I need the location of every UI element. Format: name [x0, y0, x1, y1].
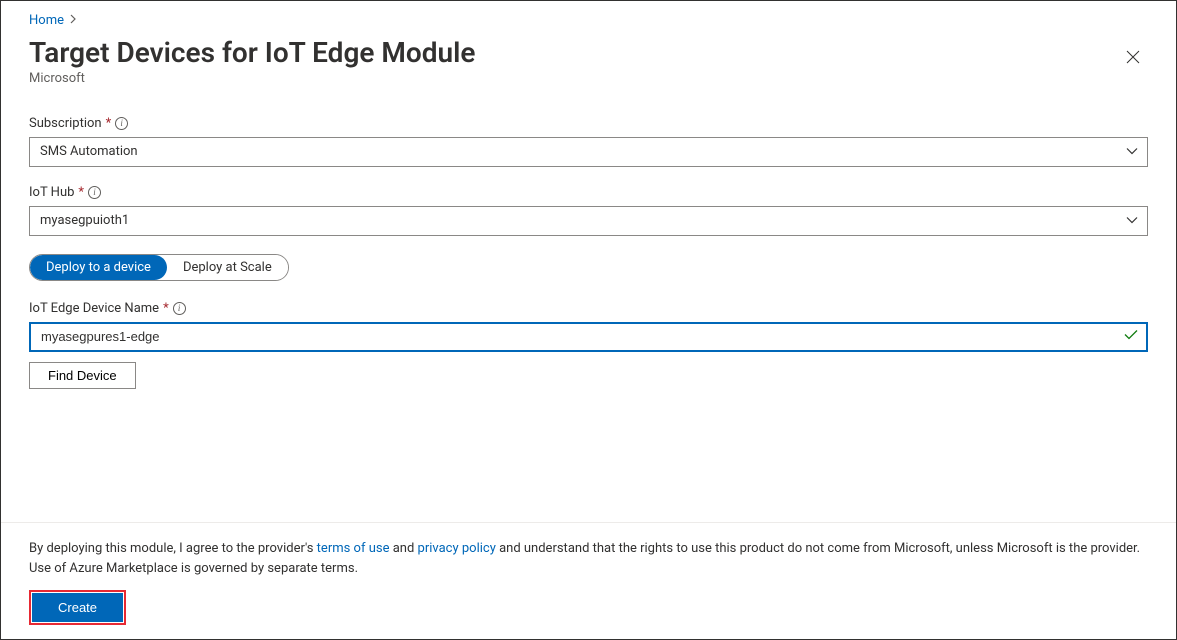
device-name-field: IoT Edge Device Name * i Find Device: [29, 301, 1148, 389]
page-title: Target Devices for IoT Edge Module: [29, 38, 475, 69]
iothub-value: myasegpuioth1: [40, 213, 129, 228]
create-highlight: Create: [29, 590, 126, 625]
device-name-label: IoT Edge Device Name: [29, 301, 159, 316]
deploy-to-device-option[interactable]: Deploy to a device: [30, 255, 167, 280]
subscription-label: Subscription: [29, 116, 102, 131]
required-marker: *: [163, 301, 169, 316]
deploy-at-scale-option[interactable]: Deploy at Scale: [167, 255, 288, 280]
required-marker: *: [78, 185, 84, 200]
info-icon[interactable]: i: [88, 186, 101, 199]
device-name-input[interactable]: [29, 322, 1148, 352]
subscription-select[interactable]: SMS Automation: [29, 137, 1148, 167]
required-marker: *: [106, 116, 112, 131]
breadcrumb: Home: [29, 13, 1148, 28]
close-icon[interactable]: [1118, 44, 1148, 73]
agree-and: and: [390, 541, 418, 556]
iothub-field: IoT Hub * i myasegpuioth1: [29, 185, 1148, 236]
breadcrumb-home[interactable]: Home: [29, 13, 64, 28]
page-subtitle: Microsoft: [29, 71, 475, 86]
footer: By deploying this module, I agree to the…: [1, 522, 1176, 639]
deploy-toggle: Deploy to a device Deploy at Scale: [29, 254, 289, 281]
agree-prefix: By deploying this module, I agree to the…: [29, 541, 317, 556]
chevron-right-icon: [70, 14, 77, 27]
iothub-select[interactable]: myasegpuioth1: [29, 206, 1148, 236]
terms-of-use-link[interactable]: terms of use: [317, 541, 390, 556]
subscription-field: Subscription * i SMS Automation: [29, 116, 1148, 167]
privacy-policy-link[interactable]: privacy policy: [418, 541, 496, 556]
iothub-label: IoT Hub: [29, 185, 74, 200]
agreement-text: By deploying this module, I agree to the…: [29, 539, 1148, 578]
info-icon[interactable]: i: [173, 302, 186, 315]
subscription-value: SMS Automation: [40, 144, 138, 159]
info-icon[interactable]: i: [115, 117, 128, 130]
find-device-button[interactable]: Find Device: [29, 362, 136, 389]
create-button[interactable]: Create: [32, 593, 123, 622]
